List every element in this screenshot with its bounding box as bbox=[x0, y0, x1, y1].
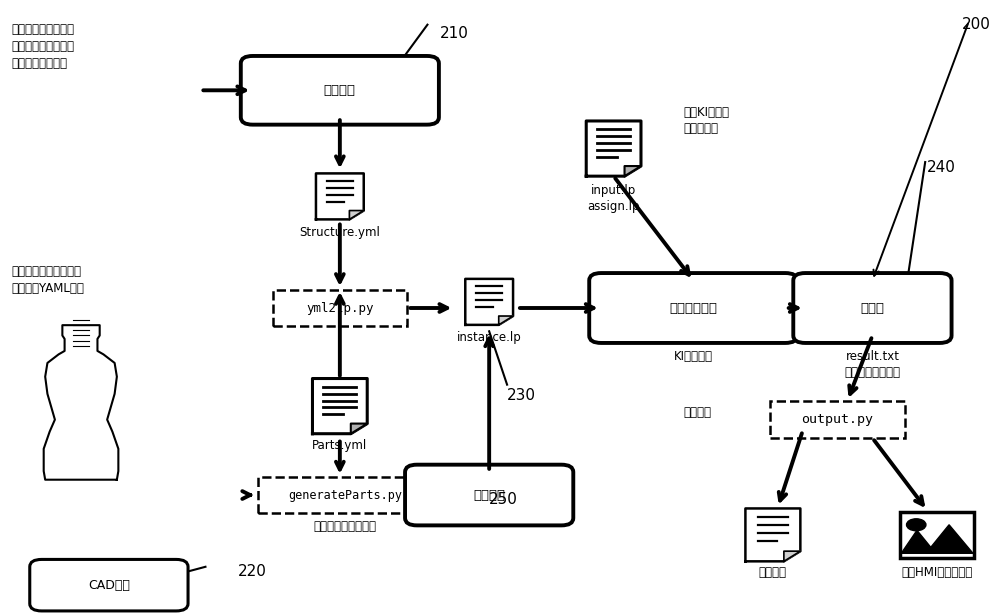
Polygon shape bbox=[349, 211, 364, 219]
Text: 输出准备: 输出准备 bbox=[683, 406, 711, 419]
Text: 每次查询的实例生成，
例如来自YAML文件: 每次查询的实例生成， 例如来自YAML文件 bbox=[11, 265, 84, 295]
Text: 220: 220 bbox=[238, 564, 267, 579]
Text: 可能的接触面的计算: 可能的接触面的计算 bbox=[313, 519, 376, 533]
Text: 参数数据: 参数数据 bbox=[759, 565, 787, 578]
Polygon shape bbox=[784, 551, 800, 561]
Text: 参数集: 参数集 bbox=[860, 301, 884, 315]
Polygon shape bbox=[625, 166, 641, 176]
FancyBboxPatch shape bbox=[793, 273, 952, 343]
Text: result.txt
（完成的参数化）: result.txt （完成的参数化） bbox=[844, 350, 900, 379]
Bar bbox=[258, 477, 432, 513]
Text: 解决方案系统: 解决方案系统 bbox=[669, 301, 717, 315]
Circle shape bbox=[907, 519, 926, 531]
Polygon shape bbox=[745, 508, 800, 561]
Text: 230: 230 bbox=[507, 387, 536, 403]
FancyBboxPatch shape bbox=[589, 273, 797, 343]
Text: input.lp
assign.lp: input.lp assign.lp bbox=[587, 184, 640, 213]
Bar bbox=[770, 401, 905, 438]
FancyBboxPatch shape bbox=[241, 56, 439, 124]
Polygon shape bbox=[465, 279, 513, 325]
Text: yml2lp.py: yml2lp.py bbox=[306, 301, 374, 315]
Text: Structure.yml: Structure.yml bbox=[299, 226, 380, 239]
Text: CAD模型: CAD模型 bbox=[88, 578, 130, 592]
Text: 引导套件的、容器的
特性以及可能的其他
参数之间的相关性: 引导套件的、容器的 特性以及可能的其他 参数之间的相关性 bbox=[11, 23, 74, 70]
Polygon shape bbox=[586, 121, 641, 176]
Text: generateParts.py: generateParts.py bbox=[288, 488, 402, 501]
Polygon shape bbox=[926, 525, 973, 553]
FancyBboxPatch shape bbox=[405, 464, 573, 525]
Text: Parts.yml: Parts.yml bbox=[312, 439, 367, 452]
Text: 240: 240 bbox=[927, 160, 956, 174]
Bar bbox=[900, 512, 974, 558]
Polygon shape bbox=[316, 173, 364, 219]
FancyBboxPatch shape bbox=[30, 559, 188, 611]
Text: 系统模型: 系统模型 bbox=[324, 84, 356, 97]
Text: 200: 200 bbox=[962, 17, 991, 31]
Text: 用于HMI的图形输出: 用于HMI的图形输出 bbox=[902, 565, 973, 578]
Polygon shape bbox=[499, 316, 513, 325]
Text: instance.lp: instance.lp bbox=[457, 331, 522, 344]
Polygon shape bbox=[312, 378, 367, 434]
Text: 210: 210 bbox=[439, 26, 468, 41]
Text: 用于KI系统的
统计知识库: 用于KI系统的 统计知识库 bbox=[683, 105, 729, 135]
Text: KI系统调用: KI系统调用 bbox=[674, 350, 713, 363]
Bar bbox=[273, 290, 407, 326]
Text: output.py: output.py bbox=[802, 413, 874, 426]
Polygon shape bbox=[901, 530, 936, 553]
Text: 250: 250 bbox=[489, 492, 518, 507]
Polygon shape bbox=[351, 424, 367, 434]
Text: 优化目标: 优化目标 bbox=[473, 488, 505, 501]
